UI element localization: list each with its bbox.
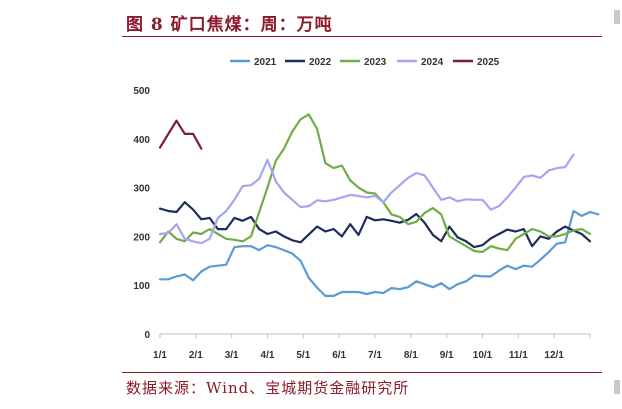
x-tick-label-0: 1/1	[153, 350, 167, 361]
x-tick-label-2: 3/1	[225, 350, 239, 361]
y-tick-label-200: 200	[133, 232, 150, 243]
x-tick-label-10: 11/1	[509, 350, 528, 361]
series-line-2023	[158, 113, 592, 254]
series-line-2022	[158, 201, 592, 249]
source-bar: 数据来源：Wind、宝城期货金融研究所	[122, 372, 602, 403]
legend-label-2023: 2023	[364, 57, 387, 68]
x-tick-label-3: 4/1	[261, 350, 275, 361]
legend-label-2022: 2022	[309, 57, 332, 68]
x-tick-label-6: 7/1	[368, 350, 382, 361]
x-tick-label-11: 12/1	[544, 350, 564, 361]
series-layer	[158, 113, 600, 297]
x-tick-label-7: 8/1	[404, 350, 418, 361]
y-tick-label-400: 400	[133, 135, 150, 146]
axes: 0 100 200 300 400 500 1/1 2/1 3/1 4/1 5/1 6/1 7/1 8/1…	[133, 86, 591, 361]
edge-mark-top	[614, 10, 620, 24]
x-tick-label-8: 9/1	[440, 350, 454, 361]
x-tick-label-9: 10/1	[473, 350, 493, 361]
edge-mark-bottom	[614, 380, 620, 394]
x-tick-label-5: 6/1	[332, 350, 346, 361]
legend-label-2024: 2024	[421, 57, 444, 68]
y-tick-label-0: 0	[144, 330, 150, 341]
legend-label-2025: 2025	[477, 57, 500, 68]
y-tick-label-500: 500	[133, 86, 150, 97]
x-tick-label-1: 2/1	[189, 350, 203, 361]
series-line-2024	[158, 153, 575, 245]
series-line-2021	[158, 209, 600, 297]
legend: 2021 2022 2023 2024 2025	[230, 57, 500, 68]
legend-label-2021: 2021	[254, 57, 277, 68]
series-line-2025	[158, 119, 203, 150]
chart-title: 图 8 矿口焦煤：周：万吨	[126, 15, 333, 35]
title-bar: 图 8 矿口焦煤：周：万吨	[122, 6, 602, 37]
source-note: 数据来源：Wind、宝城期货金融研究所	[126, 379, 410, 397]
x-tick-label-4: 5/1	[296, 350, 310, 361]
y-tick-label-300: 300	[133, 184, 150, 195]
y-tick-label-100: 100	[133, 281, 150, 292]
